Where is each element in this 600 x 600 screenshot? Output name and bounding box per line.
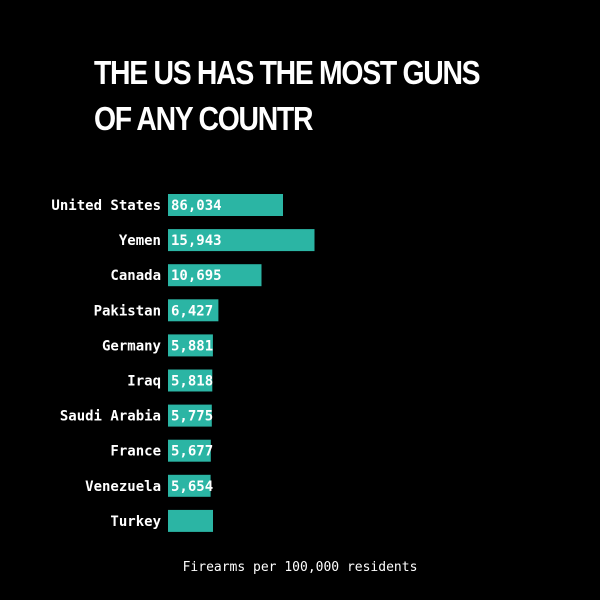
bar xyxy=(168,334,213,357)
bar xyxy=(168,299,219,322)
chart-title: THE US HAS THE MOST GUNS OF ANY COUNTR xyxy=(94,54,481,137)
category-label: United States xyxy=(51,198,161,214)
bar xyxy=(168,474,211,497)
category-label: Canada xyxy=(110,268,161,284)
bar xyxy=(168,509,213,532)
value-label: 86,034 xyxy=(171,198,222,214)
value-label: 15,943 xyxy=(171,233,222,249)
value-label: 6,427 xyxy=(171,303,213,319)
category-label: Saudi Arabia xyxy=(60,409,161,425)
category-label: France xyxy=(110,444,161,460)
category-label: Germany xyxy=(102,338,162,354)
x-axis-caption: Firearms per 100,000 residents xyxy=(182,560,418,575)
category-label: Pakistan xyxy=(94,303,161,319)
category-label: Iraq xyxy=(127,374,161,390)
bar xyxy=(168,264,262,287)
value-label: 5,677 xyxy=(171,444,213,460)
value-label: 5,775 xyxy=(171,409,213,425)
bar xyxy=(168,194,283,216)
bar xyxy=(168,229,315,252)
value-label: 5,654 xyxy=(171,479,213,495)
value-label: 5,818 xyxy=(171,374,213,390)
value-label: 10,695 xyxy=(171,268,222,284)
bars-layer: United States 86,034 Yemen 15,943 Canada 10,6… xyxy=(51,194,315,532)
category-label: Yemen xyxy=(119,233,161,249)
bar xyxy=(168,369,213,392)
bar xyxy=(168,439,211,462)
bar xyxy=(168,404,212,427)
value-label: 5,881 xyxy=(171,338,213,354)
category-label: Turkey xyxy=(110,514,161,530)
category-label: Venezuela xyxy=(85,479,161,495)
